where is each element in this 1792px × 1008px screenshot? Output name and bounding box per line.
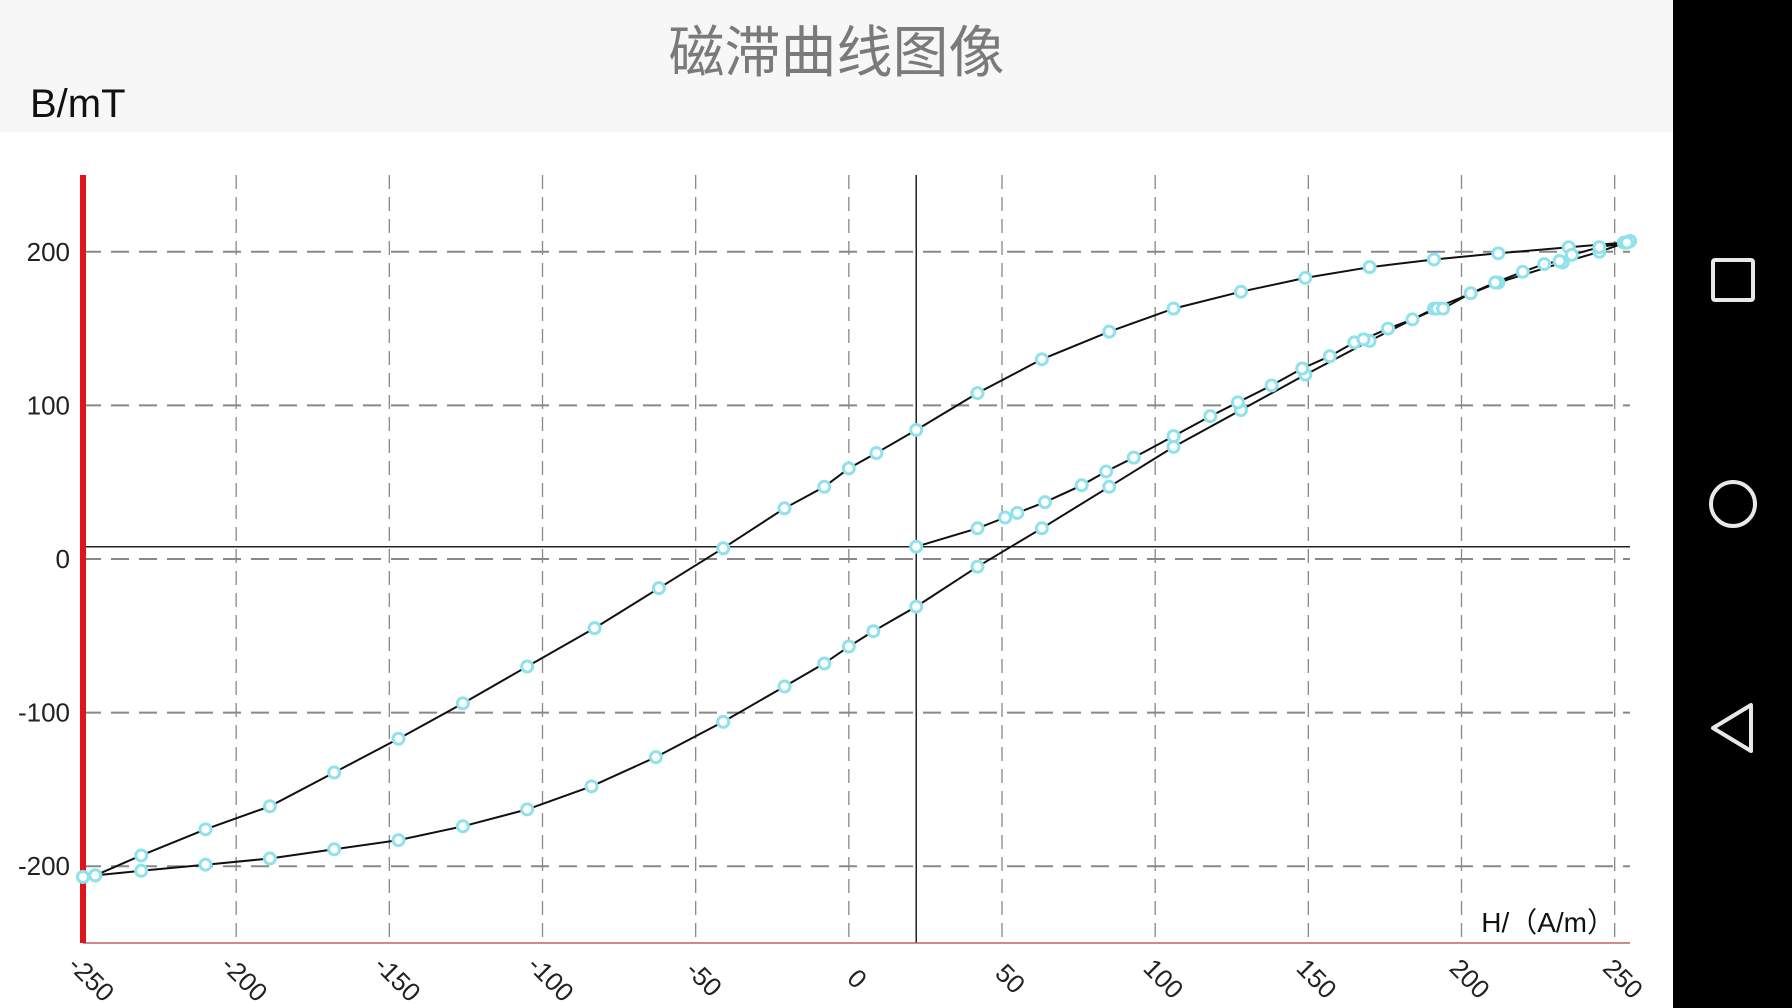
data-point: [648, 750, 663, 765]
data-point: [970, 386, 985, 401]
data-point: [777, 501, 792, 516]
data-point: [455, 819, 470, 834]
data-point: [520, 802, 535, 817]
home-icon: [1708, 480, 1757, 528]
data-point: [262, 799, 277, 814]
data-point: [909, 539, 924, 554]
data-point: [327, 765, 342, 780]
y-tick-label: 200: [27, 237, 70, 267]
back-icon: [1710, 703, 1753, 753]
data-point: [1099, 464, 1114, 479]
series-line-3: [915, 241, 1628, 548]
data-point: [1491, 246, 1506, 261]
data-point: [1102, 479, 1117, 494]
data-point: [1322, 349, 1337, 364]
data-point: [869, 446, 884, 461]
data-point: [520, 659, 535, 674]
data-point: [1537, 257, 1552, 272]
data-point: [817, 656, 832, 671]
data-point: [1356, 332, 1371, 347]
data-point: [134, 863, 149, 878]
data-point: [327, 842, 342, 857]
data-point: [1037, 495, 1052, 510]
data-point: [909, 599, 924, 614]
data-point: [1515, 264, 1530, 279]
data-point: [1298, 270, 1313, 285]
data-point: [455, 696, 470, 711]
data-point: [262, 851, 277, 866]
x-tick-label: 150: [1291, 953, 1343, 1005]
data-point: [1564, 247, 1579, 262]
data-point: [584, 779, 599, 794]
data-point: [841, 639, 856, 654]
x-tick-label: -200: [216, 950, 274, 1008]
home-button[interactable]: [1673, 449, 1792, 559]
data-point: [1463, 286, 1478, 301]
x-tick-label: 50: [990, 958, 1032, 1000]
recent-apps-button[interactable]: [1673, 225, 1792, 335]
x-tick-label: 200: [1444, 953, 1496, 1005]
data-point: [198, 857, 213, 872]
data-point: [1166, 301, 1181, 316]
y-tick-label: 0: [56, 544, 70, 574]
data-point: [970, 521, 985, 536]
page-title: 磁滞曲线图像: [668, 21, 1005, 86]
data-point: [817, 479, 832, 494]
data-point: [1552, 254, 1567, 269]
data-point: [1264, 378, 1279, 393]
data-point: [1034, 521, 1049, 536]
x-tick-label: -100: [522, 950, 580, 1008]
y-tick-label: -100: [18, 698, 70, 728]
data-point: [1166, 429, 1181, 444]
data-point: [1380, 321, 1395, 336]
data-point: [1405, 312, 1420, 327]
data-point: [716, 541, 731, 556]
data-point: [1362, 260, 1377, 275]
data-point: [866, 624, 881, 639]
data-point: [88, 868, 103, 883]
data-point: [1102, 324, 1117, 339]
header: 磁滞曲线图像 B/mT: [0, 0, 1673, 132]
data-point: [1619, 235, 1634, 250]
back-button[interactable]: [1673, 673, 1792, 783]
data-point: [716, 714, 731, 729]
data-point: [1126, 450, 1141, 465]
data-point: [1592, 240, 1607, 255]
data-point: [1426, 252, 1441, 267]
data-point: [587, 621, 602, 636]
data-point: [651, 581, 666, 596]
data-point: [998, 510, 1013, 525]
recent-apps-icon: [1710, 258, 1755, 302]
x-axis-title: H/（A/m）: [1481, 907, 1615, 938]
data-point: [1436, 301, 1451, 316]
data-point: [134, 848, 149, 863]
navigation-bar: [1673, 0, 1792, 1008]
data-point: [909, 422, 924, 437]
x-tick-label: 100: [1138, 953, 1190, 1005]
x-tick-label: 0: [841, 963, 872, 994]
y-tick-label: -200: [18, 851, 70, 881]
data-point: [391, 731, 406, 746]
hysteresis-chart: -250 -200 -150 -100 -50 0 50 100 150 200 250 200 100…: [18, 175, 1649, 1008]
data-point: [777, 679, 792, 694]
data-point: [76, 869, 90, 884]
data-point: [391, 833, 406, 848]
x-tick-label: -250: [62, 950, 120, 1008]
data-point: [841, 461, 856, 476]
y-tick-label: 100: [27, 390, 70, 420]
x-tick-label: 250: [1597, 953, 1649, 1005]
x-tick-label: -150: [369, 950, 427, 1008]
data-point: [970, 559, 985, 574]
data-point: [1010, 505, 1025, 520]
data-point: [1233, 284, 1248, 299]
data-point: [1203, 409, 1218, 424]
data-point: [1074, 478, 1089, 493]
data-point: [1034, 352, 1049, 367]
x-tick-label: -50: [680, 955, 728, 1003]
y-axis-label: B/mT: [30, 82, 126, 126]
data-point: [1295, 361, 1310, 376]
data-point: [1230, 395, 1245, 410]
data-point: [1488, 275, 1503, 290]
data-point: [198, 822, 213, 837]
